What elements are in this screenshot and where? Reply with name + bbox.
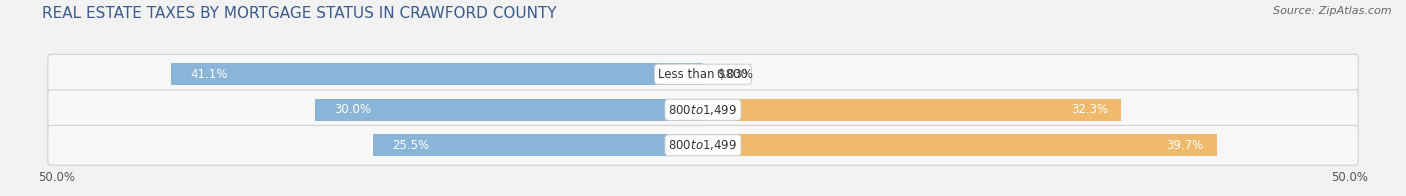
Bar	[703, 99, 1121, 121]
Text: Less than $800: Less than $800	[658, 68, 748, 81]
Text: Source: ZipAtlas.com: Source: ZipAtlas.com	[1274, 6, 1392, 16]
Text: 39.7%: 39.7%	[1167, 139, 1204, 152]
Text: 25.5%: 25.5%	[392, 139, 430, 152]
Text: 30.0%: 30.0%	[335, 103, 371, 116]
Bar	[172, 63, 703, 85]
Bar	[373, 134, 703, 156]
Bar	[315, 99, 703, 121]
FancyBboxPatch shape	[48, 125, 1358, 165]
Text: 32.3%: 32.3%	[1071, 103, 1108, 116]
Text: REAL ESTATE TAXES BY MORTGAGE STATUS IN CRAWFORD COUNTY: REAL ESTATE TAXES BY MORTGAGE STATUS IN …	[42, 6, 557, 21]
FancyBboxPatch shape	[48, 54, 1358, 94]
Text: 0.03%: 0.03%	[716, 68, 754, 81]
Text: 41.1%: 41.1%	[191, 68, 228, 81]
FancyBboxPatch shape	[48, 90, 1358, 130]
Text: $800 to $1,499: $800 to $1,499	[668, 138, 738, 152]
Bar	[703, 134, 1216, 156]
Text: $800 to $1,499: $800 to $1,499	[668, 103, 738, 117]
